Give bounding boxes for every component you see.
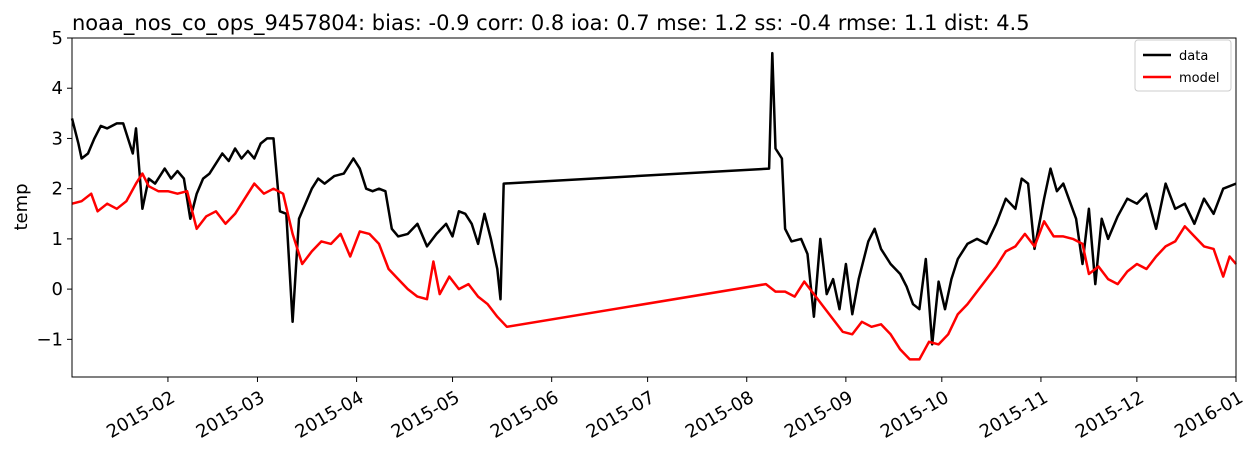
legend-label-data: data: [1179, 49, 1208, 64]
y-tick-label: 5: [52, 28, 63, 49]
y-tick-label: 0: [52, 279, 63, 300]
chart-title: noaa_nos_co_ops_9457804: bias: -0.9 corr…: [72, 11, 1030, 36]
y-tick-label: 1: [52, 229, 63, 250]
plot-frame: [71, 37, 1237, 378]
y-tick-label: 3: [52, 128, 63, 149]
y-tick-label: 2: [52, 179, 63, 200]
series-layer: [70, 51, 1237, 361]
legend: data model: [1134, 39, 1232, 92]
series-line-data: [70, 51, 1237, 346]
series-line-model: [71, 172, 1237, 361]
y-axis-label: temp: [11, 183, 32, 230]
y-tick-label: −1: [36, 329, 63, 350]
y-tick-label: 4: [52, 78, 63, 99]
legend-label-model: model: [1179, 71, 1219, 86]
